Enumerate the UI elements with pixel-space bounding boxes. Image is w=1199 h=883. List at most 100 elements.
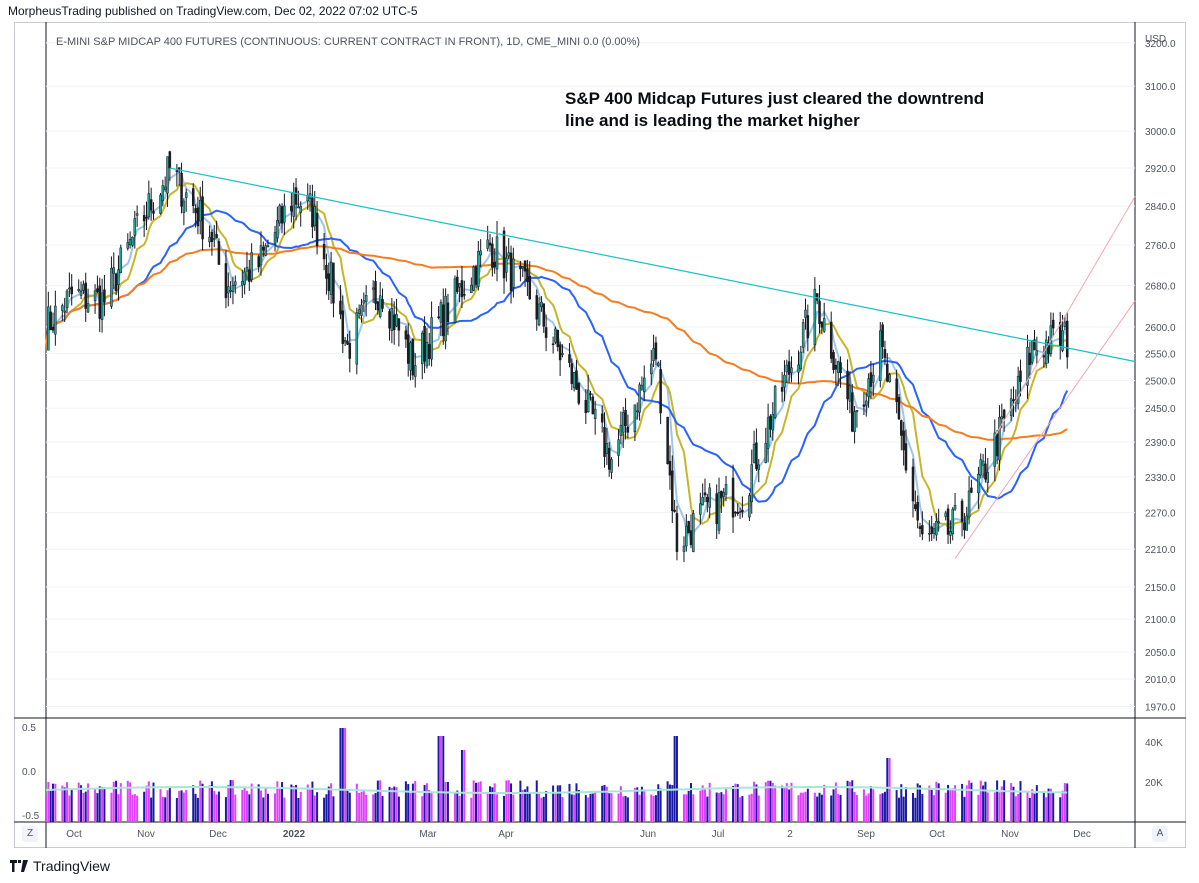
bull-candle <box>617 439 620 456</box>
bull-candle <box>77 288 80 291</box>
volume-bar <box>951 788 954 822</box>
bull-candle <box>853 411 856 432</box>
bull-candle <box>783 374 786 388</box>
bull-candle <box>278 205 281 224</box>
volume-bar <box>477 782 480 822</box>
bear-candle <box>315 212 319 247</box>
volume-bar <box>965 785 968 822</box>
price-tick-label: 2390.0 <box>1145 438 1176 449</box>
volume-bar <box>897 797 900 822</box>
bull-candle <box>1035 350 1039 356</box>
volume-bar <box>437 736 440 822</box>
bear-candle <box>376 301 380 311</box>
volume-bar <box>706 796 709 822</box>
time-tick-label: Mar <box>419 829 437 840</box>
volume-bar <box>640 786 643 822</box>
volume-bar <box>869 786 872 822</box>
bear-candle <box>818 300 821 324</box>
bear-candle <box>145 217 148 219</box>
bear-candle <box>591 396 595 415</box>
bear-candle <box>668 460 672 476</box>
bear-candle <box>930 526 933 534</box>
bull-candle <box>979 459 983 476</box>
bull-candle <box>213 238 216 240</box>
bull-candle <box>512 258 515 288</box>
bear-candle <box>168 151 172 169</box>
bear-candle <box>488 242 492 246</box>
bull-candle <box>638 384 641 413</box>
bear-candle <box>654 342 658 360</box>
bear-candle <box>332 262 335 304</box>
volume-bar <box>968 780 971 822</box>
bull-candle <box>378 295 382 317</box>
volume-bar <box>622 796 625 822</box>
channel-line-lower <box>954 300 1136 559</box>
bull-candle <box>717 492 721 531</box>
volume-bar <box>245 790 248 822</box>
volume-bar <box>292 786 295 822</box>
bull-candle <box>470 284 473 293</box>
volume-bar <box>84 791 87 822</box>
bull-candle <box>953 505 957 510</box>
volume-bar <box>741 796 744 822</box>
bear-candle <box>217 241 221 265</box>
bear-candle <box>787 361 791 375</box>
volume-bar <box>573 794 576 822</box>
bear-candle <box>687 520 690 534</box>
volume-bar <box>895 790 898 822</box>
bull-candle <box>266 245 270 248</box>
bull-candle <box>147 193 151 218</box>
bear-candle <box>98 285 101 319</box>
bear-candle <box>970 487 973 493</box>
bear-candle <box>70 286 73 295</box>
bear-candle <box>829 321 833 359</box>
volume-bar <box>409 793 412 822</box>
bear-candle <box>460 280 464 298</box>
bull-candle <box>738 511 742 513</box>
volume-bar <box>788 789 791 822</box>
bull-candle <box>227 286 230 294</box>
bear-candle <box>322 244 326 260</box>
bear-candle <box>568 354 571 363</box>
bear-candle <box>502 230 506 279</box>
volume-bar <box>185 789 188 822</box>
bear-candle <box>437 316 440 319</box>
volume-bar <box>839 794 842 822</box>
volume-bar <box>575 783 578 822</box>
price-tick-label: 3000.0 <box>1145 127 1176 138</box>
bull-candle <box>93 290 97 302</box>
time-tick-label: 2022 <box>283 829 306 840</box>
bull-candle <box>299 206 302 213</box>
bear-candle <box>196 207 200 227</box>
bear-candle <box>374 281 377 304</box>
volume-bar <box>348 792 351 822</box>
volume-bar <box>675 736 678 822</box>
bear-candle <box>201 196 204 240</box>
bear-candle <box>535 295 539 320</box>
volume-bar <box>781 785 784 822</box>
volume-bar <box>379 780 382 822</box>
volume-bar <box>267 793 270 822</box>
auto-scale-button[interactable]: A <box>1152 826 1168 842</box>
volume-bar <box>963 796 966 822</box>
bear-candle <box>706 496 709 502</box>
bull-candle <box>610 459 613 473</box>
bull-candle <box>390 307 394 331</box>
volume-bar <box>87 783 90 822</box>
volume-bar <box>657 784 660 822</box>
time-tick-label: Nov <box>137 829 155 840</box>
bull-candle <box>505 257 508 273</box>
volume-bar <box>524 789 527 822</box>
volume-tick-label: 40K <box>1145 738 1163 749</box>
volume-bar <box>161 796 164 822</box>
bear-candle <box>224 263 228 299</box>
zoom-toggle-button[interactable]: Z <box>22 826 38 842</box>
bear-candle <box>210 231 214 242</box>
bear-candle <box>1019 370 1022 382</box>
bear-candle <box>348 343 352 359</box>
volume-bar <box>98 786 101 822</box>
bull-candle <box>928 532 931 535</box>
volume-bar <box>601 785 604 822</box>
volume-bar <box>998 792 1001 822</box>
